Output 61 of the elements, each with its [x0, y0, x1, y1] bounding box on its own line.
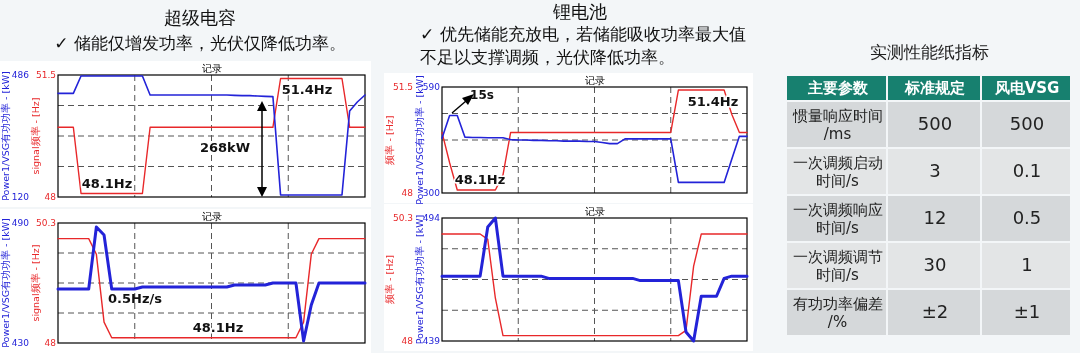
chart-title: 记录 — [584, 206, 605, 217]
chart-title: 记录 — [201, 211, 222, 222]
y2-tick-label: 120 — [11, 192, 30, 203]
category-label: 一次调频调节时间/s — [792, 248, 883, 284]
y-tick-label: 50.3 — [392, 213, 413, 224]
y2-tick-label: 439 — [422, 336, 441, 347]
line-series — [440, 216, 749, 343]
y2-tick-label: 490 — [11, 218, 30, 229]
y-tick-label: 48 — [401, 188, 414, 199]
annotation: 268kW — [199, 140, 251, 155]
y2-axis-title: Power1/VSG有功功率 - [kW] — [0, 218, 11, 348]
text: 12 — [923, 207, 947, 228]
y2-tick-label: 590 — [422, 82, 441, 93]
text: 500 — [1009, 113, 1045, 134]
annotation: 48.1Hz — [81, 175, 133, 191]
y-tick-label: 48 — [44, 338, 57, 349]
text: 锂电池 — [552, 1, 607, 22]
y-tick-label: 50.3 — [35, 218, 56, 229]
annotation: 15s — [470, 88, 494, 102]
y-tick-label: 48 — [44, 192, 57, 203]
y2-tick-label: 486 — [11, 70, 30, 81]
line-series — [441, 89, 748, 191]
category-label: 惯量响应时间/ms — [792, 107, 883, 143]
category-label: 风电VSG — [993, 79, 1060, 97]
y-axis-title: signal频率 - [Hz] — [29, 244, 41, 322]
text: ±1 — [1013, 301, 1041, 322]
y2-axis-title: Power1/VSG有功功率 - [kW] — [413, 75, 425, 205]
annotation: 0.5Hz/s — [108, 291, 163, 306]
annotation: 51.4Hz — [281, 82, 333, 98]
y-tick-label: 51.5 — [392, 82, 413, 93]
category-label: 标准规定 — [904, 79, 965, 97]
y-axis-title: 频率 - [Hz] — [384, 115, 395, 165]
text: 实测性能纸指标 — [870, 42, 989, 62]
text: ✓ 优先储能充放电，若储能吸收功率最大值不足以支撑调频，光伏降低功率。 — [420, 24, 746, 67]
category-label: 有功功率偏差/% — [792, 295, 883, 331]
line-series — [441, 233, 748, 337]
chart-title: 记录 — [584, 75, 605, 86]
y2-axis-title: Power1/VSG有功功率 - [kW] — [0, 71, 11, 201]
category-label: 一次调频响应时间/s — [792, 201, 883, 237]
text: 1 — [1021, 254, 1033, 275]
y2-tick-label: 494 — [422, 213, 441, 224]
text: 500 — [917, 113, 953, 134]
y-tick-label: 48 — [401, 336, 414, 347]
y2-axis-title: Power1/VSG有功功率 - [kW] — [413, 214, 425, 345]
line-series — [441, 114, 748, 184]
y-tick-label: 51.5 — [35, 70, 56, 81]
y-axis-title: signal频率 - [Hz] — [29, 97, 41, 175]
text: 30 — [923, 254, 947, 275]
text: ±2 — [921, 301, 949, 322]
annotation: 48.1Hz — [192, 319, 244, 335]
text: 0.1 — [1012, 160, 1042, 181]
y2-tick-label: 300 — [422, 188, 441, 199]
text: 0.5 — [1012, 207, 1042, 228]
y2-tick-label: 430 — [11, 338, 30, 349]
category-label: 一次调频启动时间/s — [792, 154, 883, 190]
y-axis-title: 频率 - [Hz] — [384, 254, 395, 305]
chart-title: 记录 — [201, 63, 222, 74]
text: 超级电容 — [164, 7, 236, 28]
category-label: 主要参数 — [806, 79, 869, 97]
text: ✓ 储能仅增发功率，光伏仅降低功率。 — [54, 33, 346, 53]
text: 3 — [929, 160, 941, 181]
